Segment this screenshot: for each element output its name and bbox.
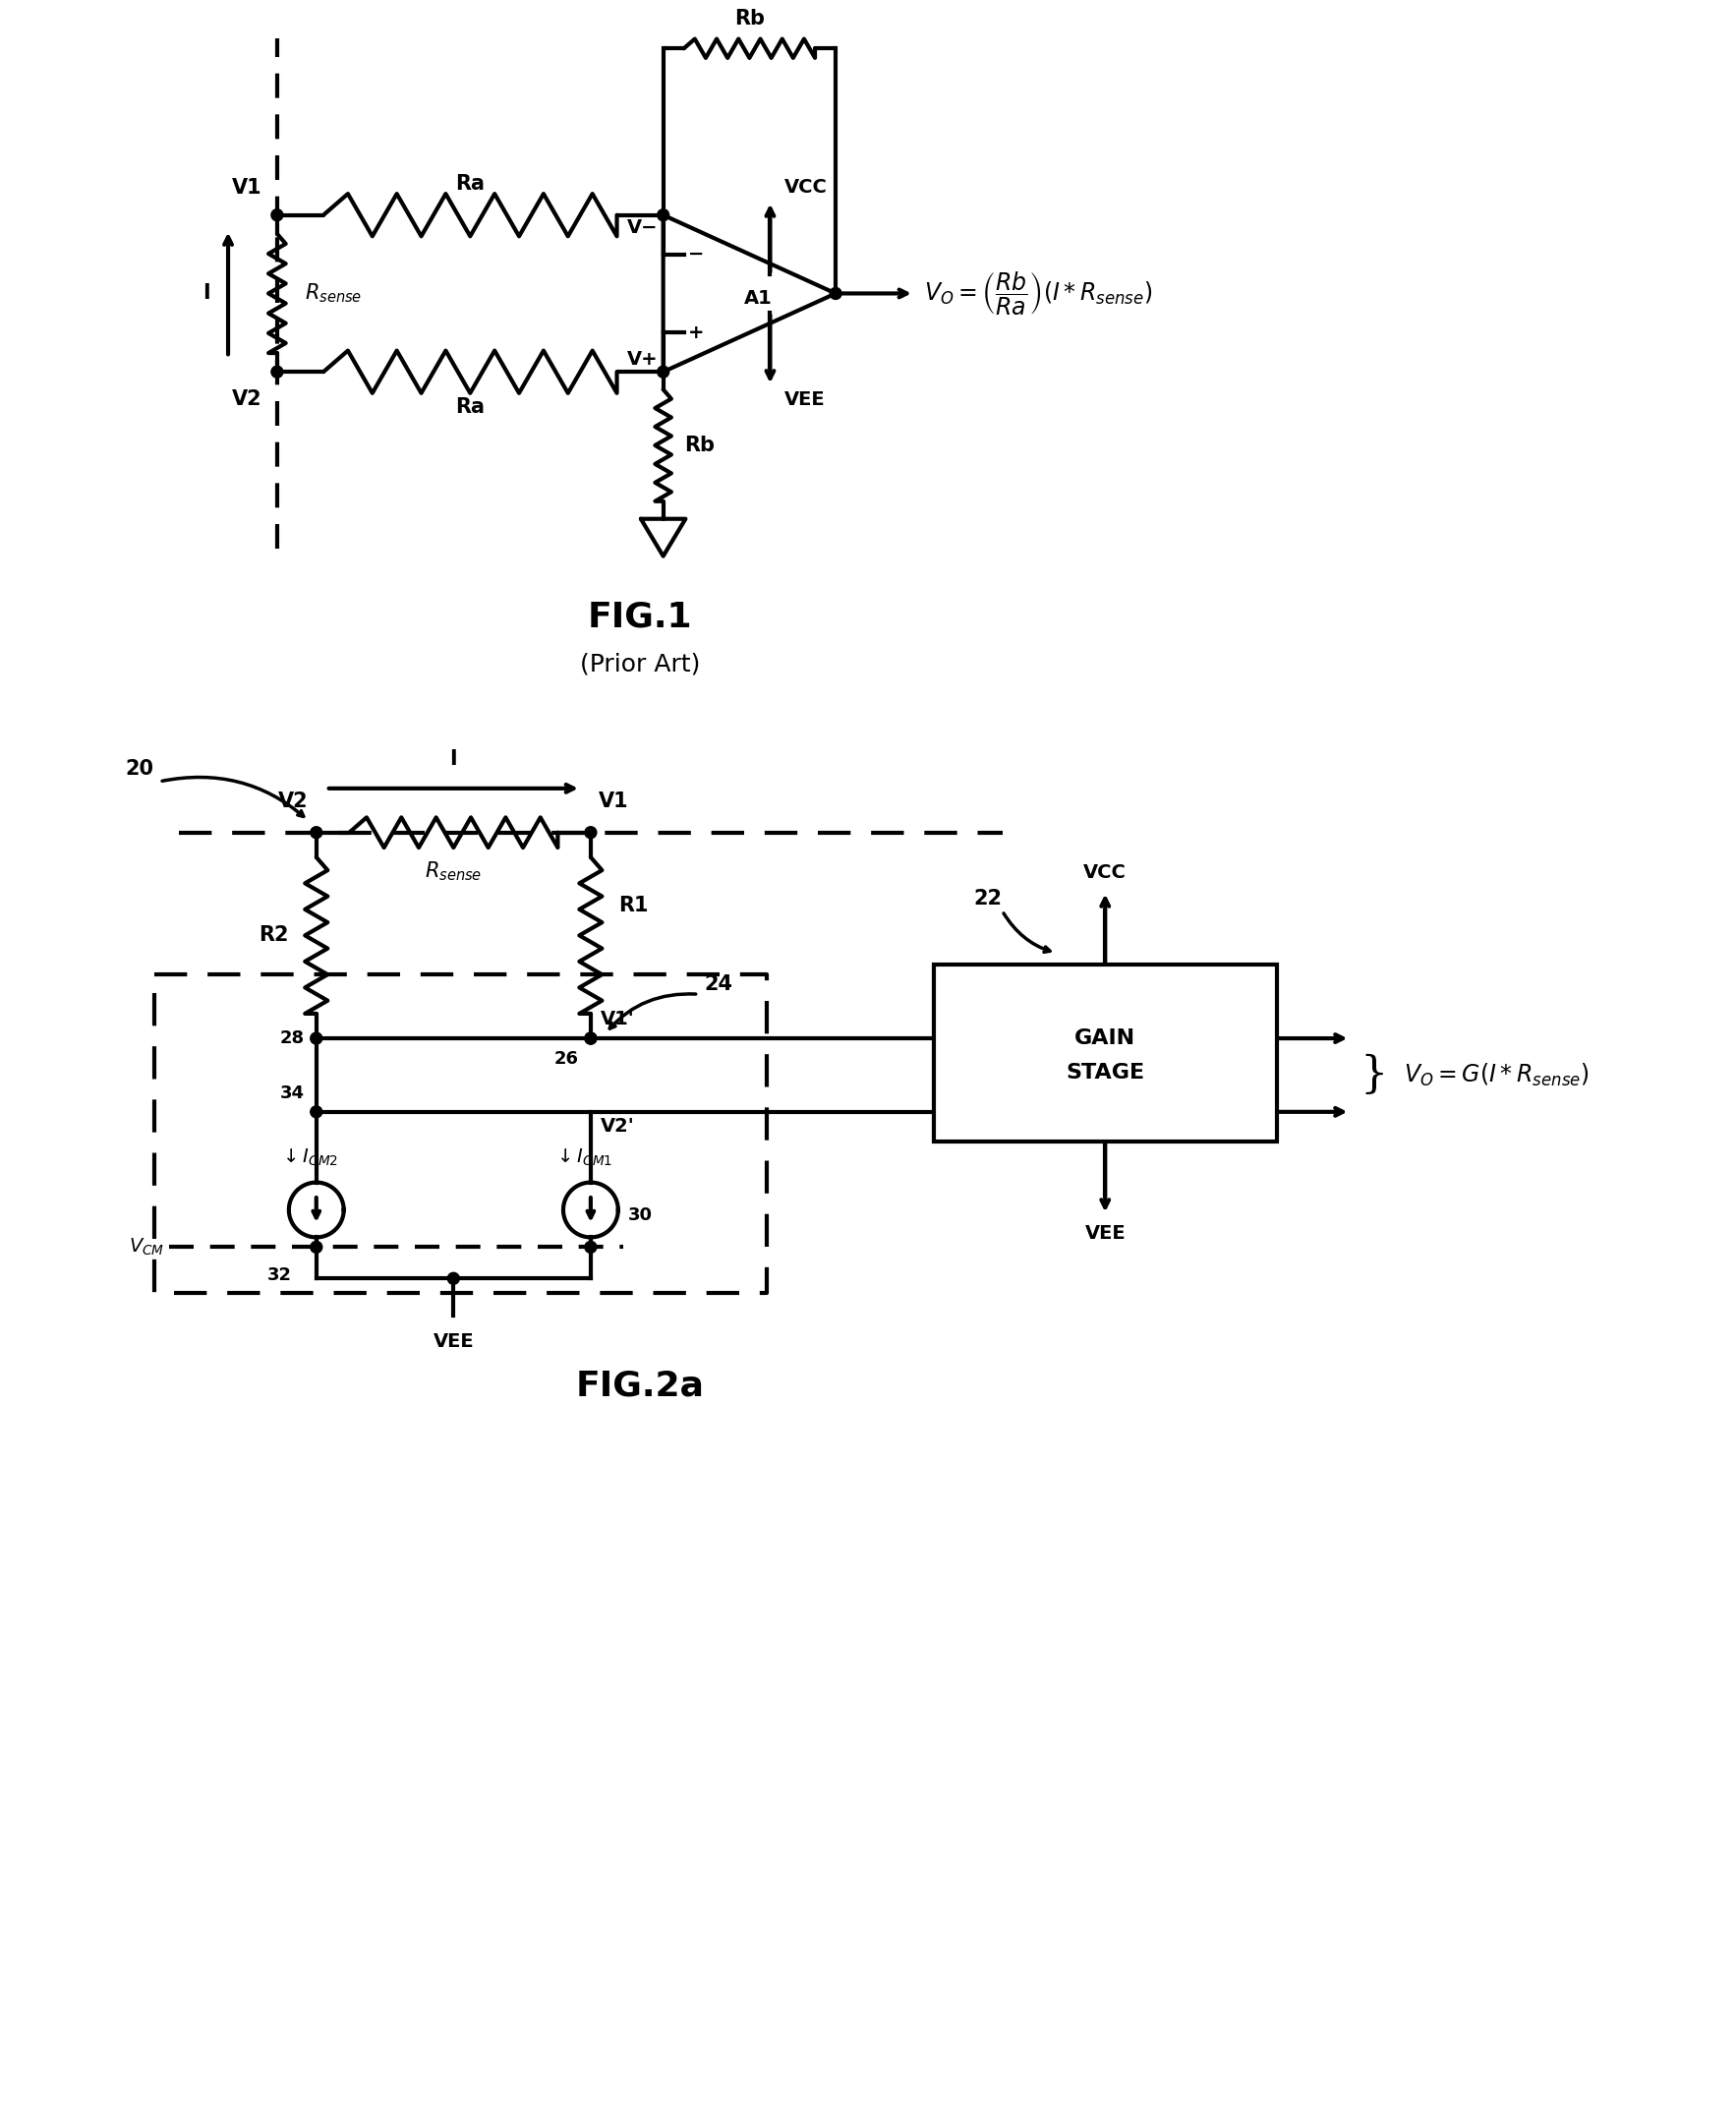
Text: V2': V2' [601,1116,635,1135]
Text: A1: A1 [745,289,773,308]
Circle shape [311,827,323,838]
Text: VEE: VEE [1085,1224,1125,1243]
Text: (Prior Art): (Prior Art) [580,652,700,675]
Text: $\downarrow I_{CM2}$: $\downarrow I_{CM2}$ [279,1146,339,1167]
Text: V+: V+ [627,350,658,369]
Text: }: } [1359,1053,1387,1097]
Text: GAIN: GAIN [1075,1028,1135,1049]
Text: V2: V2 [233,390,262,409]
Text: Rb: Rb [684,435,715,456]
Circle shape [658,365,668,378]
Text: $V_O = G( I * R_{sense} )$: $V_O = G( I * R_{sense} )$ [1404,1061,1590,1089]
Circle shape [271,209,283,222]
Text: $V_{CM}$: $V_{CM}$ [128,1236,165,1258]
Text: 34: 34 [279,1085,304,1101]
Text: $R_{sense}$: $R_{sense}$ [304,283,361,306]
Circle shape [311,1032,323,1044]
Circle shape [585,827,597,838]
Circle shape [585,1032,597,1044]
Text: V2: V2 [278,791,309,810]
Text: Ra: Ra [455,397,484,418]
Text: VCC: VCC [785,177,828,196]
Text: 30: 30 [628,1207,653,1224]
Text: FIG.2a: FIG.2a [575,1369,705,1403]
Text: 26: 26 [554,1051,578,1068]
Text: VCC: VCC [1083,863,1127,882]
Text: FIG.1: FIG.1 [587,599,693,633]
Text: $V_O = \left(\dfrac{Rb}{Ra}\right)(I * R_{sense})$: $V_O = \left(\dfrac{Rb}{Ra}\right)(I * R… [924,270,1153,316]
Text: VEE: VEE [432,1331,474,1350]
Text: 24: 24 [703,975,733,994]
Circle shape [585,1032,597,1044]
Circle shape [271,365,283,378]
Circle shape [658,209,668,222]
Text: Rb: Rb [734,8,764,30]
Text: V−: V− [627,217,658,236]
Circle shape [311,1241,323,1253]
Text: 28: 28 [279,1030,304,1047]
Text: −: − [687,245,705,264]
Circle shape [830,287,842,300]
Text: R2: R2 [259,926,288,945]
Circle shape [585,1241,597,1253]
Circle shape [448,1272,460,1285]
Text: $R_{sense}$: $R_{sense}$ [425,861,483,884]
Text: +: + [687,323,705,342]
Text: 32: 32 [267,1266,292,1285]
Text: VEE: VEE [785,390,826,409]
Text: 20: 20 [125,760,155,779]
Text: I: I [203,283,210,304]
Text: $\downarrow I_{CM1}$: $\downarrow I_{CM1}$ [554,1146,613,1167]
Bar [934,964,1276,1142]
Text: STAGE: STAGE [1066,1063,1144,1082]
Text: I: I [450,749,457,768]
Text: Ra: Ra [455,173,484,194]
Text: 22: 22 [974,888,1002,907]
Text: R1: R1 [618,897,648,916]
Circle shape [311,1106,323,1118]
Text: V1: V1 [599,791,628,810]
Text: V1: V1 [233,177,262,198]
Text: V1': V1' [601,1011,635,1028]
